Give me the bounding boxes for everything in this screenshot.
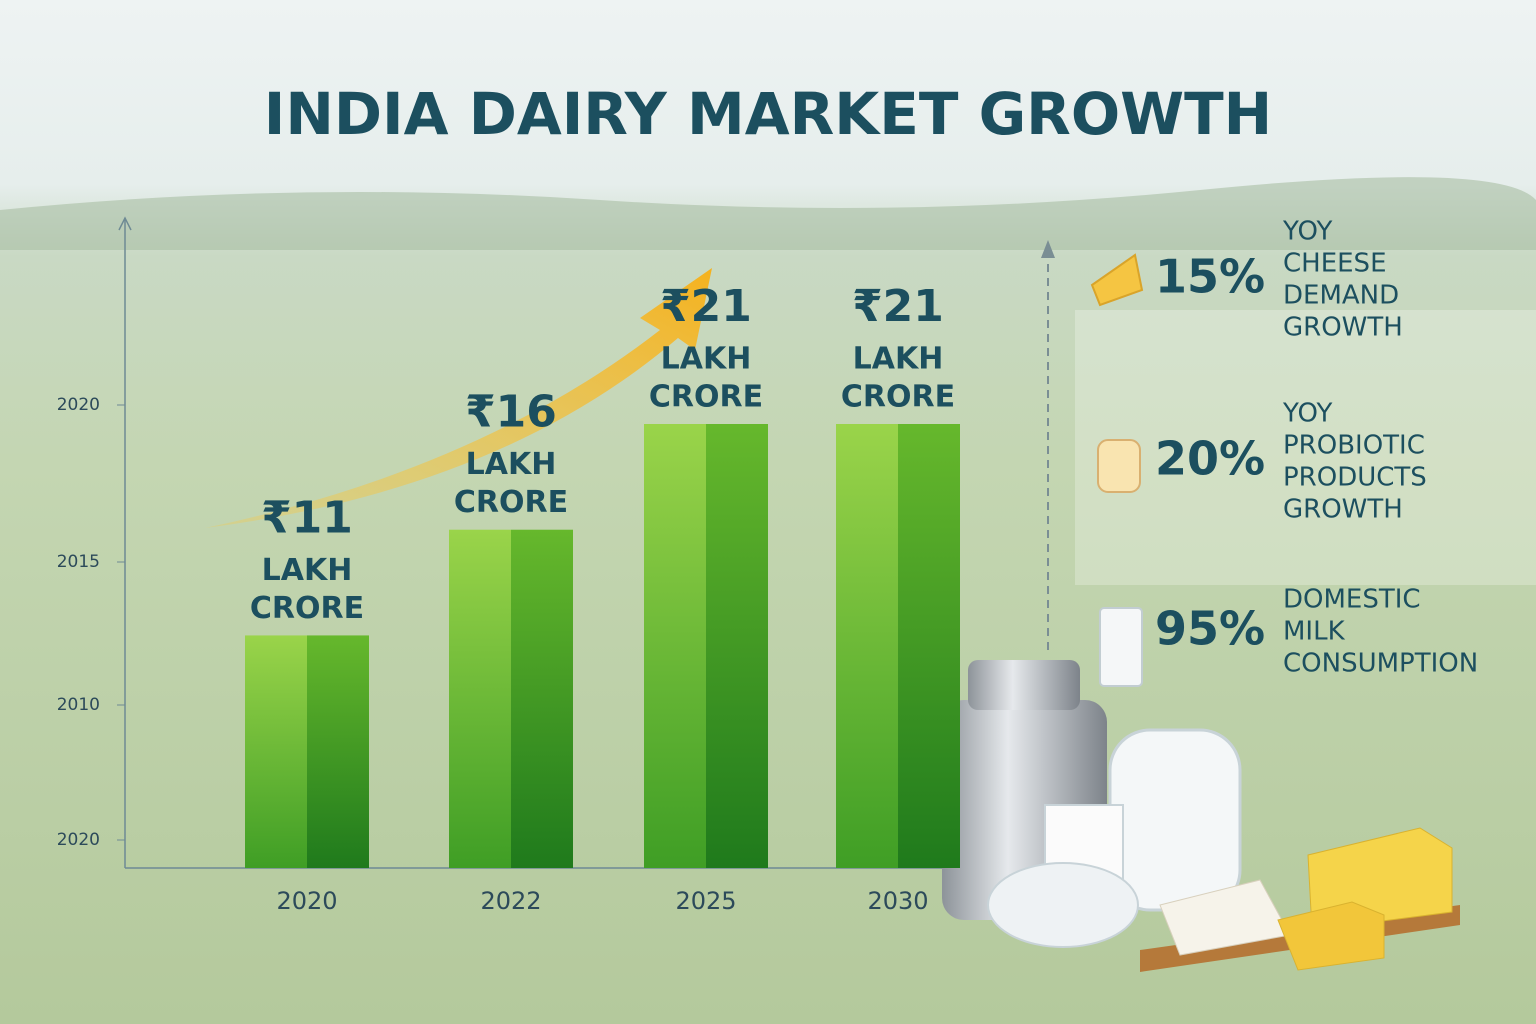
stat-text: CONSUMPTION [1283, 649, 1478, 679]
bar-half [706, 424, 768, 868]
bar [836, 424, 960, 868]
dairy-products [942, 660, 1460, 972]
bar-half [307, 635, 369, 868]
stat-text: DEMAND [1283, 281, 1399, 311]
stat-icons [1090, 253, 1144, 687]
y-axis-label: 2010 [57, 695, 100, 715]
unit-label: LAKH [661, 342, 752, 377]
bar-half [836, 424, 898, 868]
value-label: ₹21 [852, 281, 944, 332]
x-tick-label: 2025 [675, 887, 736, 915]
chart-title: INDIA DAIRY MARKET GROWTH [264, 80, 1272, 148]
value-label: ₹16 [465, 387, 557, 438]
stat-figure: 20% [1155, 432, 1265, 486]
stat-text: GROWTH [1283, 313, 1403, 343]
bar-half [644, 424, 706, 868]
tree-line [0, 177, 1536, 250]
unit-label: LAKH [466, 447, 557, 482]
stat-text: GROWTH [1283, 495, 1403, 525]
stat-figure: 15% [1155, 250, 1265, 304]
x-tick-label: 2030 [867, 887, 928, 915]
x-tick-label: 2022 [480, 887, 541, 915]
bar [449, 529, 573, 868]
unit-label: LAKH [262, 553, 353, 588]
x-tick-label: 2020 [276, 887, 337, 915]
divider-arrow [1041, 240, 1055, 258]
bar [245, 635, 369, 868]
stat-text: CHEESE [1283, 249, 1387, 279]
y-axis-label: 2015 [57, 552, 100, 572]
unit-label: LAKH [853, 342, 944, 377]
stat-text: YOY [1282, 217, 1333, 247]
value-label: ₹21 [660, 281, 752, 332]
stat-figure: 95% [1155, 602, 1265, 656]
y-axis-label: 2020 [57, 830, 100, 850]
bar-half [511, 529, 573, 868]
value-label: ₹11 [261, 492, 353, 543]
stat-text: PRODUCTS [1283, 463, 1427, 493]
stat-text: DOMESTIC [1283, 585, 1421, 615]
y-axis-label: 2020 [57, 395, 100, 415]
stat-panel [1075, 310, 1536, 585]
bar-half [898, 424, 960, 868]
bar-half [245, 635, 307, 868]
unit-label: CRORE [649, 380, 763, 415]
stat-text: PROBIOTIC [1283, 431, 1425, 461]
unit-label: CRORE [841, 380, 955, 415]
unit-label: CRORE [250, 591, 364, 626]
unit-label: CRORE [454, 485, 568, 520]
y-axis-arrow [118, 216, 132, 231]
bar [644, 424, 768, 868]
bar-half [449, 529, 511, 868]
stat-text: MILK [1283, 617, 1346, 647]
stat-text: YOY [1282, 399, 1333, 429]
